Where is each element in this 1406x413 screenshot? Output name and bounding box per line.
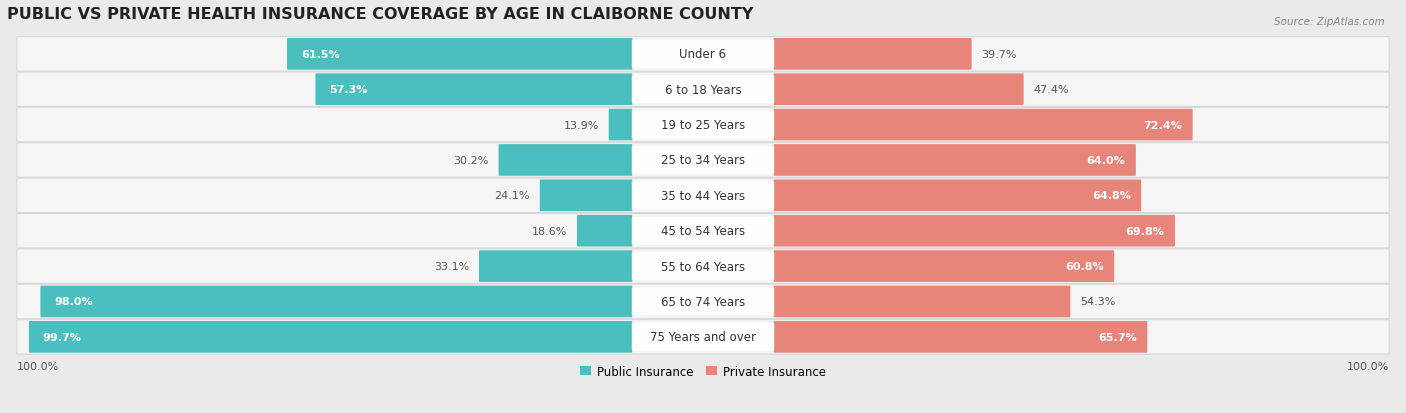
FancyBboxPatch shape bbox=[631, 76, 775, 104]
FancyBboxPatch shape bbox=[17, 73, 1389, 107]
Text: 57.3%: 57.3% bbox=[329, 85, 367, 95]
Text: PUBLIC VS PRIVATE HEALTH INSURANCE COVERAGE BY AGE IN CLAIBORNE COUNTY: PUBLIC VS PRIVATE HEALTH INSURANCE COVER… bbox=[7, 7, 754, 22]
Text: 98.0%: 98.0% bbox=[55, 297, 93, 307]
FancyBboxPatch shape bbox=[773, 74, 1024, 106]
Text: 24.1%: 24.1% bbox=[495, 191, 530, 201]
FancyBboxPatch shape bbox=[17, 143, 1389, 178]
FancyBboxPatch shape bbox=[773, 39, 972, 71]
FancyBboxPatch shape bbox=[17, 249, 1389, 284]
FancyBboxPatch shape bbox=[41, 286, 633, 318]
Text: Source: ZipAtlas.com: Source: ZipAtlas.com bbox=[1274, 17, 1385, 26]
FancyBboxPatch shape bbox=[773, 321, 1147, 353]
FancyBboxPatch shape bbox=[631, 288, 775, 316]
FancyBboxPatch shape bbox=[315, 74, 633, 106]
Text: 13.9%: 13.9% bbox=[564, 120, 599, 130]
FancyBboxPatch shape bbox=[773, 180, 1142, 211]
Text: 6 to 18 Years: 6 to 18 Years bbox=[665, 83, 741, 97]
Text: 30.2%: 30.2% bbox=[453, 156, 489, 166]
FancyBboxPatch shape bbox=[773, 286, 1070, 318]
FancyBboxPatch shape bbox=[631, 252, 775, 280]
FancyBboxPatch shape bbox=[631, 217, 775, 245]
FancyBboxPatch shape bbox=[773, 215, 1175, 247]
FancyBboxPatch shape bbox=[287, 39, 633, 71]
FancyBboxPatch shape bbox=[17, 285, 1389, 319]
Text: 25 to 34 Years: 25 to 34 Years bbox=[661, 154, 745, 167]
Text: Under 6: Under 6 bbox=[679, 48, 727, 61]
FancyBboxPatch shape bbox=[540, 180, 633, 211]
FancyBboxPatch shape bbox=[631, 112, 775, 139]
FancyBboxPatch shape bbox=[17, 214, 1389, 248]
FancyBboxPatch shape bbox=[631, 147, 775, 175]
FancyBboxPatch shape bbox=[499, 145, 633, 176]
Text: 72.4%: 72.4% bbox=[1143, 120, 1182, 130]
Legend: Public Insurance, Private Insurance: Public Insurance, Private Insurance bbox=[575, 360, 831, 382]
FancyBboxPatch shape bbox=[773, 109, 1192, 141]
Text: 64.8%: 64.8% bbox=[1092, 191, 1130, 201]
FancyBboxPatch shape bbox=[609, 109, 633, 141]
FancyBboxPatch shape bbox=[17, 179, 1389, 213]
Text: 35 to 44 Years: 35 to 44 Years bbox=[661, 190, 745, 202]
Text: 61.5%: 61.5% bbox=[301, 50, 339, 59]
FancyBboxPatch shape bbox=[773, 145, 1136, 176]
Text: 100.0%: 100.0% bbox=[1347, 361, 1389, 371]
Text: 65.7%: 65.7% bbox=[1098, 332, 1137, 342]
Text: 45 to 54 Years: 45 to 54 Years bbox=[661, 225, 745, 237]
Text: 64.0%: 64.0% bbox=[1087, 156, 1125, 166]
Text: 99.7%: 99.7% bbox=[42, 332, 82, 342]
Text: 100.0%: 100.0% bbox=[17, 361, 59, 371]
FancyBboxPatch shape bbox=[30, 321, 633, 353]
Text: 54.3%: 54.3% bbox=[1080, 297, 1115, 307]
Text: 65 to 74 Years: 65 to 74 Years bbox=[661, 295, 745, 308]
FancyBboxPatch shape bbox=[17, 108, 1389, 142]
FancyBboxPatch shape bbox=[479, 251, 633, 282]
Text: 60.8%: 60.8% bbox=[1066, 261, 1104, 271]
FancyBboxPatch shape bbox=[631, 41, 775, 69]
FancyBboxPatch shape bbox=[631, 182, 775, 210]
Text: 18.6%: 18.6% bbox=[531, 226, 567, 236]
FancyBboxPatch shape bbox=[17, 38, 1389, 72]
Text: 39.7%: 39.7% bbox=[981, 50, 1017, 59]
Text: 33.1%: 33.1% bbox=[434, 261, 470, 271]
FancyBboxPatch shape bbox=[576, 215, 633, 247]
Text: 55 to 64 Years: 55 to 64 Years bbox=[661, 260, 745, 273]
FancyBboxPatch shape bbox=[631, 323, 775, 351]
Text: 75 Years and over: 75 Years and over bbox=[650, 330, 756, 344]
Text: 47.4%: 47.4% bbox=[1033, 85, 1069, 95]
Text: 19 to 25 Years: 19 to 25 Years bbox=[661, 119, 745, 132]
FancyBboxPatch shape bbox=[773, 251, 1114, 282]
FancyBboxPatch shape bbox=[17, 320, 1389, 354]
Text: 69.8%: 69.8% bbox=[1126, 226, 1164, 236]
